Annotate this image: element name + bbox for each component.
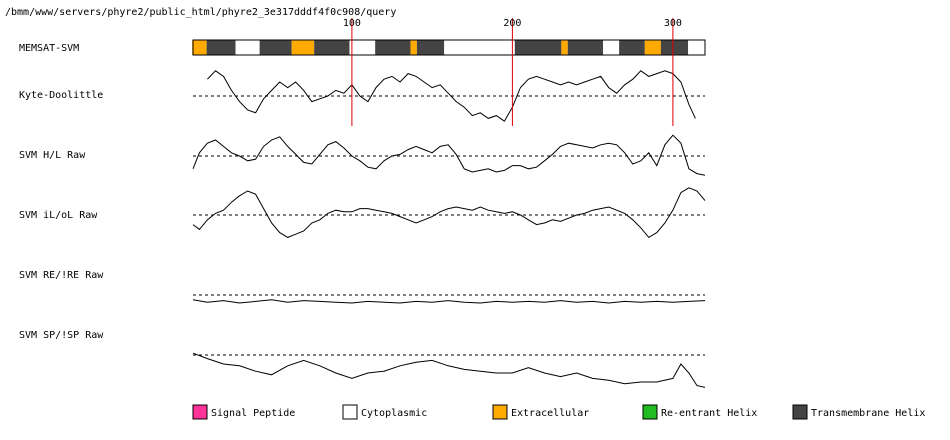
memsat-bar-outline [192, 39, 706, 56]
memsat-segment-cytoplasmic [444, 40, 515, 55]
track-group: MEMSAT-SVM Kyte-Doolittle SVM H/L Raw SVM i… [19, 39, 706, 388]
series-line-svm-sp-sp-raw [192, 352, 706, 388]
track-label-svm-sp-sp-raw: SVM SP/!SP Raw [19, 330, 104, 341]
track-label-svm-il-ol-raw: SVM iL/oL Raw [19, 210, 98, 221]
track-label-svm-h-l-raw: SVM H/L Raw [19, 150, 86, 161]
memsat-segment-transmembrane [206, 40, 236, 55]
memsat-segment-transmembrane [619, 40, 645, 55]
series-line-svm-il-ol-raw [192, 187, 706, 239]
legend-swatch-extracellular [492, 404, 508, 420]
memsat-segment-cytoplasmic [688, 40, 706, 55]
memsat-segment-transmembrane [314, 40, 350, 55]
track-label-kyte-doolittle: Kyte-Doolittle [19, 90, 103, 101]
memsat-segment-transmembrane [567, 40, 604, 55]
memsat-segment-cytoplasmic [349, 40, 376, 55]
legend-swatch-signal-peptide [192, 404, 208, 420]
memsat-segment-cytoplasmic [235, 40, 260, 55]
legend-label-transmembrane-helix: Transmembrane Helix [811, 408, 925, 419]
track-label-memsat-svm: MEMSAT-SVM [19, 43, 79, 54]
legend-swatch-transmembrane-helix [792, 404, 808, 420]
legend: Signal Peptide Cytoplasmic Extracellular Re… [192, 404, 925, 420]
legend-label-re-entrant-helix: Re-entrant Helix [661, 408, 757, 419]
legend-swatch-re-entrant-helix [642, 404, 658, 420]
legend-label-extracellular: Extracellular [511, 408, 589, 419]
memsat-segment-transmembrane [259, 40, 292, 55]
memsat-segment-cytoplasmic [603, 40, 620, 55]
tick-label-200: 200 [503, 18, 521, 29]
memsat-segment-extracellular [644, 40, 661, 55]
legend-swatch-cytoplasmic [342, 404, 358, 420]
query-path-title: /bmm/www/servers/phyre2/public_html/phyr… [5, 7, 396, 18]
memsat-segment-extracellular [291, 40, 315, 55]
memsat-segment-transmembrane [375, 40, 411, 55]
series-line-svm-re-re-raw [192, 299, 706, 304]
tick-label-300: 300 [664, 18, 682, 29]
tick-label-100: 100 [343, 18, 361, 29]
memsat-segment-extracellular [410, 40, 417, 55]
memsat-segment-transmembrane [416, 40, 445, 55]
legend-label-cytoplasmic: Cytoplasmic [361, 408, 427, 419]
memsat-segment-extracellular [192, 40, 207, 55]
position-markers: 100 200 300 [343, 18, 682, 126]
memsat-segment-extracellular [561, 40, 568, 55]
memsat-segment-transmembrane [660, 40, 689, 55]
series-line-kyte-doolittle [207, 70, 696, 122]
legend-label-signal-peptide: Signal Peptide [211, 408, 295, 419]
series-line-svm-h-l-raw [192, 134, 706, 176]
track-label-svm-re-re-raw: SVM RE/!RE Raw [19, 270, 104, 281]
memsat-segment-transmembrane [514, 40, 562, 55]
